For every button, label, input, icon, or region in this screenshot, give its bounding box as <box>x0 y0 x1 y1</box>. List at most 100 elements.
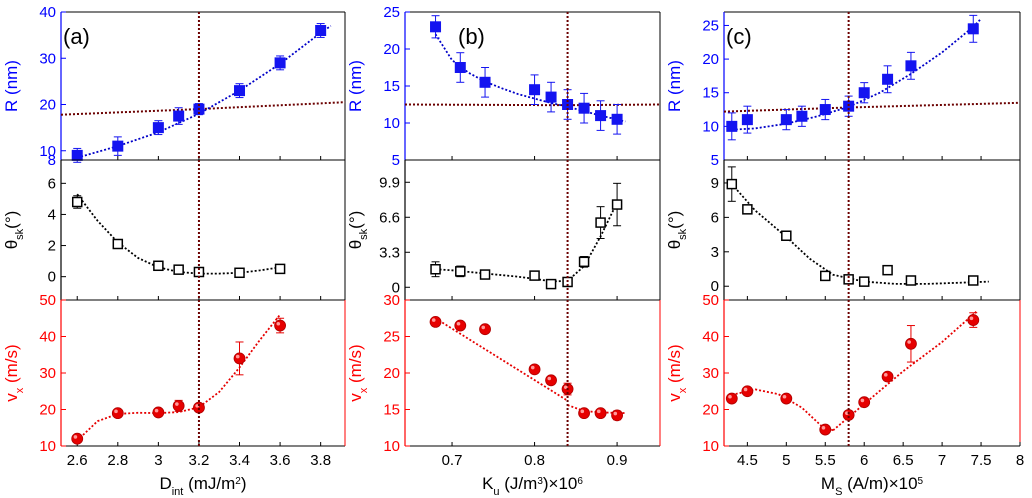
data-point-highlight <box>969 316 974 321</box>
y-tick-label: 10 <box>702 438 719 455</box>
data-point <box>152 122 164 134</box>
panel-b-theta: 0 3.3 6.6 9.9 θsk(°) <box>346 159 661 301</box>
panel-label: (a) <box>63 24 90 49</box>
data-point <box>455 266 466 277</box>
data-point <box>528 363 541 376</box>
data-point <box>234 267 245 279</box>
data-point <box>595 217 606 228</box>
x-tick-label: 4.5 <box>737 452 758 469</box>
data-point <box>479 76 491 88</box>
data-point <box>315 25 327 36</box>
data-point <box>882 264 893 276</box>
panel-label: (c) <box>726 24 752 49</box>
y-tick-label: 15 <box>383 402 400 419</box>
panel-b-R: 5 10 15 20 25 R (nm) <box>346 4 661 169</box>
data-point-highlight <box>235 354 240 359</box>
x-tick-label: 3.4 <box>229 452 250 469</box>
y-tick-label: 3.3 <box>379 244 400 261</box>
data-point <box>234 85 246 97</box>
data-point <box>454 319 467 332</box>
data-point <box>173 110 185 122</box>
y-tick-label: 25 <box>702 17 719 34</box>
data-point-highlight <box>114 409 118 414</box>
y-tick-label: 30 <box>39 365 56 382</box>
y-tick-label: 10 <box>702 118 719 135</box>
y-tick-label: 20 <box>702 402 719 419</box>
fit-curve <box>76 25 332 159</box>
y-tick-label: 50 <box>39 292 56 309</box>
panel-a-theta: 0 2 4 6 θsk(°) <box>2 159 346 301</box>
y-tick-label: 40 <box>39 4 56 21</box>
data-point <box>611 409 623 422</box>
data-point-highlight <box>743 387 748 392</box>
data-point <box>112 140 124 152</box>
data-point <box>274 263 286 275</box>
data-point <box>578 407 590 420</box>
data-point <box>858 87 870 99</box>
y-tick-label: 10 <box>39 438 56 455</box>
y-tick-label: 2 <box>48 238 56 255</box>
y-tick-label: 6 <box>711 209 719 226</box>
data-point <box>233 352 246 365</box>
data-point-highlight <box>580 409 585 414</box>
data-point <box>967 23 979 35</box>
y-tick-label: 20 <box>383 41 400 58</box>
data-point <box>905 60 917 72</box>
data-point <box>796 110 808 122</box>
panel-c-theta: 0 3 6 9 θsk(°) <box>665 159 1021 301</box>
x-axis-label: Ku (J/m3)×106 <box>482 474 583 498</box>
x-tick-label: 0.9 <box>607 452 628 469</box>
y-tick-label: 3 <box>711 244 719 261</box>
y-tick-label: 15 <box>383 78 400 95</box>
y-tick-label: 15 <box>702 85 719 102</box>
y-tick-label: 5 <box>392 152 400 169</box>
data-point <box>842 409 855 421</box>
panel-a-v: 10 20 30 40 50 vx (m/s) <box>2 292 346 455</box>
data-point <box>725 392 738 405</box>
data-point-highlight <box>530 365 535 370</box>
y-tick-label: 25 <box>383 329 400 346</box>
data-point <box>152 406 165 419</box>
x-tick-label: 6 <box>860 452 868 469</box>
data-point-highlight <box>613 411 618 416</box>
y-tick-label: 10 <box>383 115 400 132</box>
data-point-highlight <box>175 402 179 406</box>
y-tick-label: 0 <box>48 269 56 286</box>
data-point <box>594 407 607 420</box>
data-point-highlight <box>276 321 281 326</box>
fit-curve <box>76 314 281 442</box>
y-tick-label: 5 <box>711 152 719 169</box>
fit-curve <box>76 193 281 275</box>
data-point-highlight <box>73 435 78 439</box>
x-tick-label: 7.5 <box>971 452 992 469</box>
data-point <box>819 423 832 436</box>
x-tick-label: 3.8 <box>310 452 331 469</box>
x-tick-label: 5.5 <box>815 452 836 469</box>
y-tick-label: 30 <box>383 292 400 309</box>
data-point <box>479 323 491 336</box>
fit-curve <box>731 18 982 131</box>
y-axis-label: vx (m/s) <box>665 344 689 401</box>
y-tick-label: 40 <box>39 329 56 346</box>
data-point <box>741 385 754 398</box>
x-axis-label: MS (A/m)×105 <box>821 474 924 498</box>
y-tick-label: 25 <box>383 4 400 21</box>
data-point <box>881 370 894 383</box>
x-tick-label: 7 <box>938 452 946 469</box>
data-point <box>780 114 792 126</box>
fit-curve <box>731 183 989 285</box>
panel-c-v: 10 20 30 40 50 vx (m/s) <box>665 292 1021 455</box>
y-tick-label: 30 <box>702 365 719 382</box>
y-axis-label: θsk(°) <box>346 211 370 250</box>
x-tick-label: 8 <box>1016 452 1024 469</box>
data-point <box>430 263 441 275</box>
data-point <box>545 278 557 290</box>
reference-line <box>723 101 1021 113</box>
data-point <box>820 270 831 282</box>
y-tick-label: 0 <box>392 279 400 296</box>
y-tick-label: 0 <box>711 278 719 295</box>
x-tick-label: 6.5 <box>893 452 914 469</box>
data-point <box>905 275 917 286</box>
data-point <box>882 73 894 85</box>
y-tick-label: 10 <box>383 438 400 455</box>
